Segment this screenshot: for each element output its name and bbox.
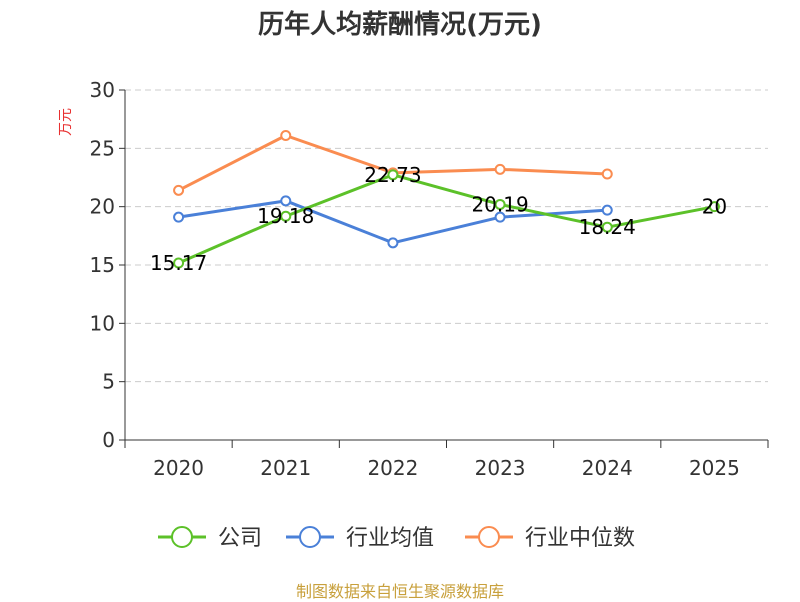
legend-label: 行业均值: [346, 526, 434, 551]
data-point: [280, 195, 292, 207]
data-label: 19.18: [257, 204, 314, 228]
legend-label: 行业中位数: [525, 526, 635, 551]
data-point: [173, 184, 185, 196]
y-tick-label: 0: [102, 428, 115, 452]
y-tick-label: 30: [90, 78, 115, 102]
y-tick-label: 20: [90, 195, 115, 219]
data-point: [173, 257, 185, 269]
y-tick-label: 15: [90, 253, 115, 277]
x-tick-label: 2024: [582, 456, 633, 480]
y-tick-label: 5: [102, 370, 115, 394]
x-tick-label: 2021: [260, 456, 311, 480]
y-axis-label: 万元: [58, 108, 74, 136]
data-point: [173, 211, 185, 223]
data-label: 20.19: [471, 192, 528, 216]
data-point: [601, 221, 613, 233]
data-point: [494, 163, 506, 175]
legend-marker: [299, 526, 321, 548]
data-point: [387, 169, 399, 181]
data-label: 15.17: [150, 251, 207, 275]
x-tick-label: 2025: [689, 456, 740, 480]
y-tick-label: 10: [90, 311, 115, 335]
data-point: [708, 201, 720, 213]
data-point: [387, 237, 399, 249]
x-tick-label: 2022: [367, 456, 418, 480]
data-point: [601, 204, 613, 216]
legend-label: 公司: [218, 526, 262, 551]
legend-marker: [171, 526, 193, 548]
legend-marker: [478, 526, 500, 548]
data-point: [494, 211, 506, 223]
data-point: [280, 130, 292, 141]
data-point: [494, 198, 506, 210]
data-label: 20: [702, 195, 727, 219]
chart-title: 历年人均薪酬情况(万元): [258, 10, 542, 40]
x-tick-label: 2020: [153, 456, 204, 480]
data-point: [280, 210, 292, 222]
source-note: 制图数据来自恒生聚源数据库: [295, 582, 504, 601]
x-tick-label: 2023: [475, 456, 526, 480]
y-tick-label: 25: [90, 136, 115, 160]
data-label: 22.73: [364, 163, 421, 187]
data-point: [601, 168, 613, 180]
data-label: 18.24: [579, 215, 636, 239]
series-line: [177, 173, 715, 265]
